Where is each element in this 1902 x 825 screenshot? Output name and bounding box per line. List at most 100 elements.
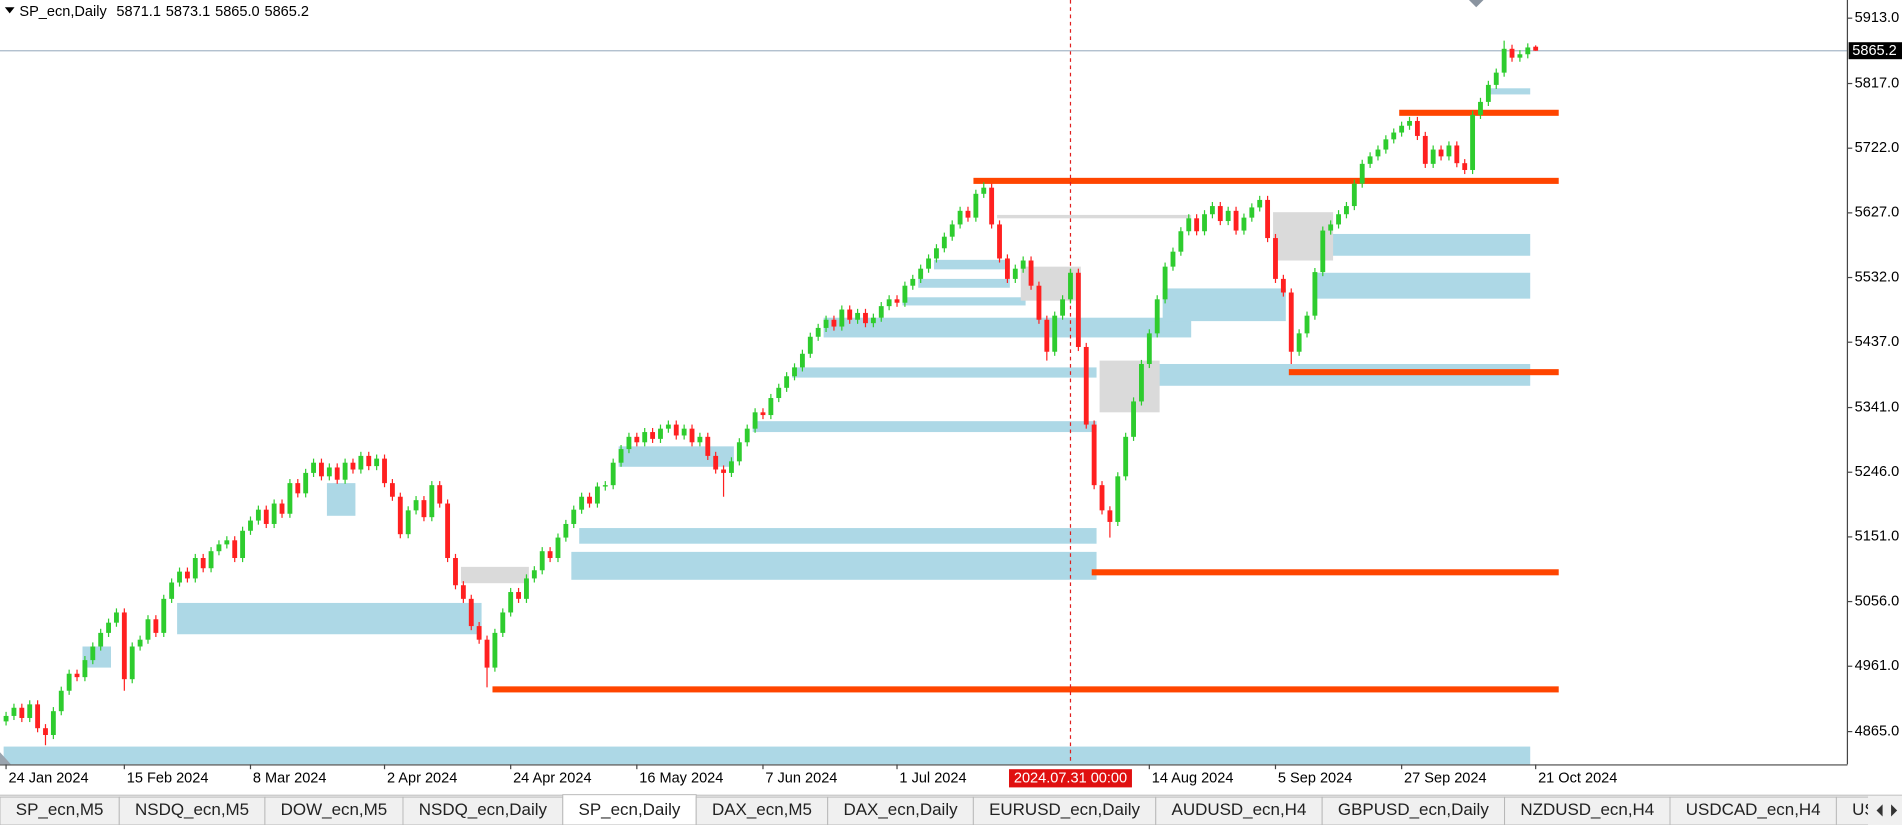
candle-body: [445, 503, 451, 559]
x-tick-label: 24 Apr 2024: [513, 771, 591, 787]
candle-body: [232, 540, 238, 559]
candle-body: [981, 187, 987, 194]
candle-body: [894, 299, 900, 303]
tab[interactable]: [1669, 796, 1837, 825]
candle-body: [240, 530, 246, 559]
tab-label[interactable]: NZDUSD_ecn,H4: [1520, 800, 1654, 819]
y-tick-label: 5437.0: [1855, 334, 1899, 350]
candle-body: [776, 387, 782, 399]
candle-body: [1407, 120, 1412, 126]
candle-body: [1107, 510, 1113, 522]
tab-label[interactable]: AUDUSD_ecn,H4: [1172, 800, 1307, 819]
tab-label[interactable]: EURUSD_ecn,Daily: [989, 800, 1140, 819]
candle-body: [1501, 48, 1507, 73]
candle-body: [366, 455, 372, 467]
tab-label[interactable]: GBPUSD_ecn,Daily: [1338, 800, 1489, 819]
candle-body: [374, 458, 380, 467]
candle-body: [35, 704, 41, 729]
candle-body: [768, 398, 774, 416]
candle-body: [784, 376, 790, 388]
tab[interactable]: [1504, 796, 1671, 825]
candle-body: [82, 660, 88, 678]
candle-body: [66, 673, 72, 691]
candle-body: [563, 523, 569, 538]
ohlc-label: 5871.1: [116, 4, 160, 20]
candle-body: [153, 619, 159, 633]
candle-body: [1170, 251, 1176, 267]
ohlc-label: 5865.2: [264, 4, 308, 20]
candle-body: [918, 268, 924, 279]
candle-body: [1052, 315, 1058, 352]
candle-body: [1312, 272, 1318, 316]
tab-label[interactable]: USDCAD_ecn,H4: [1686, 800, 1821, 819]
tab-label[interactable]: SP_ecn,M5: [16, 800, 104, 819]
tab-label[interactable]: DAX_ecn,M5: [712, 800, 812, 819]
candle-body: [1178, 231, 1184, 252]
candle-body: [1083, 346, 1089, 425]
header-menu-icon[interactable]: [4, 7, 15, 14]
tab-label[interactable]: DOW_ecn,M5: [281, 800, 388, 819]
candle-body: [334, 467, 340, 480]
candle-body: [878, 306, 884, 318]
candle-body: [815, 327, 821, 337]
y-tick-label: 5722.0: [1855, 140, 1899, 156]
candles-layer: [3, 40, 1539, 746]
tab[interactable]: [402, 796, 564, 825]
candle-body: [50, 711, 56, 735]
candle-body: [1225, 210, 1231, 222]
candle-body: [303, 472, 309, 494]
x-tick-label: 15 Feb 2024: [127, 771, 209, 787]
candle-body: [90, 646, 96, 661]
tab-active[interactable]: [562, 794, 697, 825]
demand-zone: [177, 602, 482, 635]
candle-body: [1115, 476, 1121, 522]
candle-body: [1328, 224, 1334, 231]
y-tick-label: 5817.0: [1855, 75, 1899, 91]
candle-body: [807, 336, 813, 354]
candle-body: [137, 639, 143, 647]
tab-scroll-right[interactable]: [1891, 804, 1898, 817]
y-tick-label: 5532.0: [1855, 269, 1899, 285]
candle-body: [121, 612, 127, 680]
axis-labels: 5913.0 5817.0 5722.0 5627.0 5532.0 5437.0 5341…: [5, 10, 1902, 788]
candle-body: [271, 503, 277, 524]
demand-zone: [918, 278, 1010, 288]
candle-body: [1383, 139, 1389, 150]
candle-body: [216, 544, 222, 552]
candle-body: [579, 496, 585, 510]
candle-body: [1217, 206, 1223, 222]
tab-label[interactable]: DAX_ecn,Daily: [843, 800, 958, 819]
demand-zone: [752, 421, 1097, 433]
level-line: [492, 686, 1559, 693]
candle-body: [1399, 125, 1405, 133]
candle-body: [208, 551, 214, 569]
demand-zone: [902, 297, 1026, 306]
candle-body: [1462, 163, 1468, 170]
tab-label[interactable]: SP_ecn,Daily: [579, 800, 681, 819]
tab[interactable]: [827, 796, 974, 825]
tab-scroll-left[interactable]: [1876, 804, 1883, 817]
demand-zone: [823, 317, 1192, 338]
tab-label[interactable]: NSDQ_ecn,M5: [135, 800, 249, 819]
candle-body: [1202, 214, 1207, 232]
candle-body: [114, 612, 119, 623]
tab[interactable]: [695, 796, 829, 825]
candle-body: [295, 483, 301, 494]
demand-zone: [1162, 288, 1286, 322]
tab[interactable]: [0, 796, 120, 825]
candle-body: [539, 551, 545, 571]
x-tick-label: 2 Apr 2024: [387, 771, 457, 787]
candle-body: [1068, 272, 1073, 300]
candle-body: [1257, 199, 1263, 208]
imbalance-zone: [460, 566, 529, 584]
level-line: [973, 177, 1559, 184]
candle-body: [11, 707, 17, 716]
tab-label[interactable]: NSDQ_ecn,Daily: [419, 800, 548, 819]
tab[interactable]: [1155, 796, 1323, 825]
candle-body: [926, 258, 931, 269]
x-tick-label: 8 Mar 2024: [253, 771, 327, 787]
x-tick-label: 1 Jul 2024: [899, 771, 966, 787]
tab[interactable]: [972, 796, 1157, 825]
candle-body: [184, 571, 190, 579]
